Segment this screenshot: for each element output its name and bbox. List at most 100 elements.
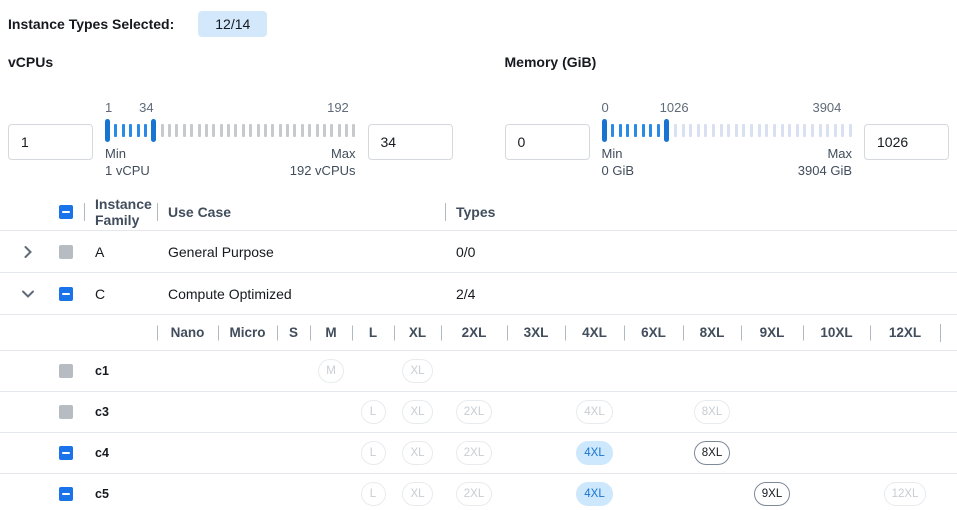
slider-tick (308, 123, 312, 137)
size-pill-c3-l: L (360, 400, 386, 424)
range-slider[interactable]: 1 34 192 Min 1 vCPU Max 192 vCPUs (105, 100, 356, 179)
memory-max-input[interactable] (864, 124, 949, 160)
size-column-header-s: S (277, 315, 310, 350)
select-all-checkbox[interactable] (59, 204, 73, 219)
size-pill-c5-9xl[interactable]: 9XL (753, 482, 791, 506)
range-slider[interactable]: 0 1026 3904 Min 0 GiB Max 3904 GiB (601, 100, 852, 179)
size-column-label: XL (408, 324, 427, 340)
size-cell-m (310, 392, 352, 432)
slider-tick (780, 123, 784, 137)
instance-row-c4: c4 L XL 2XL 4XL 8XL (0, 433, 957, 474)
family-cell: C (84, 273, 157, 314)
filter-label: vCPUs (8, 54, 54, 70)
family-checkbox-A[interactable] (59, 244, 73, 259)
slider-tick (182, 123, 186, 137)
row-end-cell (940, 392, 957, 432)
instance-row-c1: c1 M XL (0, 351, 957, 392)
size-cell-6xl (624, 392, 683, 432)
use-case-cell: Compute Optimized (157, 273, 445, 314)
size-cell-xl: XL (394, 351, 441, 391)
vcpus-min-input[interactable] (8, 124, 93, 160)
size-cell-4xl (565, 351, 624, 391)
size-pill-c4-4xl[interactable]: 4XL (576, 441, 613, 465)
slider-tick (286, 123, 289, 137)
size-cell-10xl (803, 351, 870, 391)
slider-tick (742, 123, 746, 137)
row-checkbox-cell (48, 392, 84, 432)
slider-handle[interactable] (601, 118, 607, 142)
size-cell-10xl (803, 392, 870, 432)
instance-checkbox-c3[interactable] (59, 405, 73, 419)
size-cell-6xl (624, 433, 683, 473)
instance-checkbox-c1[interactable] (59, 364, 73, 378)
slider-scale-label: 0 (601, 100, 609, 115)
table-header-row: Instance Family Use Case Types (0, 193, 957, 231)
size-column-header-6xl: 6XL (624, 315, 683, 350)
family-column-header: Instance Family (95, 195, 152, 228)
size-pill-c3-8xl: 8XL (693, 400, 731, 424)
slider-tick (345, 123, 348, 137)
size-cell-4xl: 4XL (565, 392, 624, 432)
size-cell-micro (218, 392, 277, 432)
slider-min-caption: Min 0 GiB (601, 146, 635, 178)
family-checkbox-C[interactable] (59, 286, 73, 301)
instance-row-c5: c5 L XL 2XL 4XL 9XL 12XL (0, 474, 957, 510)
slider-tick (219, 123, 223, 137)
size-cell-l (352, 351, 394, 391)
slider-tick (689, 123, 693, 137)
slider-tick (121, 123, 125, 137)
size-cell-micro (218, 433, 277, 473)
size-pill-c3-2xl: 2XL (455, 400, 493, 424)
size-cell-xl: XL (394, 392, 441, 432)
sizes-header-row: Nano Micro S M L XL 2XL 3XL 4XL 6XL 8XL 9XL 10XL 12XL (0, 315, 957, 351)
vcpus-max-input[interactable] (367, 124, 453, 160)
slider-tick (841, 123, 845, 137)
slider-tick (772, 123, 776, 137)
instance-checkbox-c5[interactable] (59, 487, 73, 501)
chevron-right-icon[interactable] (16, 240, 40, 264)
size-pill-c4-8xl[interactable]: 8XL (693, 441, 731, 465)
chevron-down-icon[interactable] (16, 282, 40, 306)
instance-name-cell: c3 (84, 392, 157, 432)
slider-tick (788, 123, 792, 137)
slider-scale-label: 192 (327, 100, 349, 115)
slider-tick (757, 123, 761, 137)
slider-track[interactable] (601, 118, 852, 142)
slider-handle[interactable] (664, 118, 670, 142)
row-end-cell (940, 433, 957, 473)
slider-tick (656, 123, 660, 137)
family-cell: A (84, 231, 157, 272)
size-cell-12xl (870, 351, 940, 391)
slider-scale-label: 3904 (812, 100, 842, 115)
slider-tick (263, 123, 267, 137)
instance-row-c3: c3 L XL 2XL 4XL 8XL (0, 392, 957, 433)
size-column-header-l: L (352, 315, 394, 350)
slider-track[interactable] (105, 118, 356, 142)
memory-min-input[interactable] (504, 124, 590, 160)
expander-cell (8, 273, 48, 314)
size-pill-c5-4xl[interactable]: 4XL (576, 482, 613, 506)
slider-tick (212, 123, 216, 137)
size-cell-m: M (310, 351, 352, 391)
instance-checkbox-c4[interactable] (59, 446, 73, 460)
expander-spacer-cell (8, 433, 48, 473)
slider-captions: Min 1 vCPU Max 192 vCPUs (105, 145, 356, 179)
slider-tick (234, 123, 238, 137)
size-pill-c3-xl: XL (402, 400, 433, 424)
slider-max-caption: Max 3904 GiB (797, 146, 852, 178)
size-cell-9xl (741, 351, 803, 391)
slider-handle[interactable] (105, 118, 110, 142)
size-cell-8xl (683, 351, 741, 391)
slider-handle[interactable] (151, 118, 157, 142)
slider-scale-labels: 1 34 192 (105, 100, 356, 118)
slider-scale-label: 1026 (659, 100, 689, 115)
instance-name-cell: c5 (84, 474, 157, 510)
slider-tick (300, 123, 304, 137)
types-column-header: Types (456, 203, 496, 220)
instance-types-selected-bar: Instance Types Selected: 12/14 (0, 0, 957, 42)
family-row-A: A General Purpose 0/0 (0, 231, 957, 273)
slider-tick (626, 123, 630, 137)
